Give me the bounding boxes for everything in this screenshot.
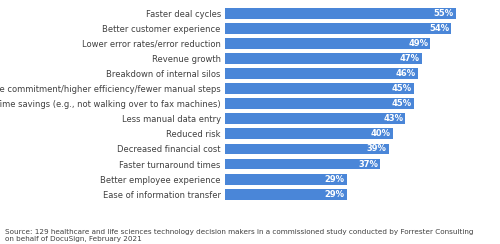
Text: 45%: 45% [392, 84, 411, 93]
Bar [225, 83, 414, 94]
Bar [225, 8, 456, 19]
Bar [225, 174, 346, 184]
Text: 39%: 39% [366, 144, 386, 153]
Bar [225, 53, 422, 64]
Bar [225, 98, 414, 109]
Text: 46%: 46% [396, 69, 416, 78]
Bar [225, 113, 406, 124]
Text: 47%: 47% [400, 54, 420, 63]
Bar [225, 68, 418, 79]
Text: 45%: 45% [392, 99, 411, 108]
Text: 40%: 40% [370, 129, 390, 138]
Text: 55%: 55% [434, 9, 454, 18]
Bar [225, 23, 452, 34]
Bar [225, 38, 430, 49]
Text: 29%: 29% [324, 175, 344, 184]
Bar [225, 189, 346, 200]
Bar [225, 159, 380, 170]
Text: 37%: 37% [358, 160, 378, 169]
Bar [225, 143, 388, 154]
Bar [225, 128, 392, 139]
Text: 54%: 54% [429, 24, 450, 33]
Text: 49%: 49% [408, 39, 428, 48]
Text: 29%: 29% [324, 190, 344, 199]
Text: 43%: 43% [383, 114, 403, 123]
Text: Source: 129 healthcare and life sciences technology decision makers in a commiss: Source: 129 healthcare and life sciences… [5, 229, 474, 242]
